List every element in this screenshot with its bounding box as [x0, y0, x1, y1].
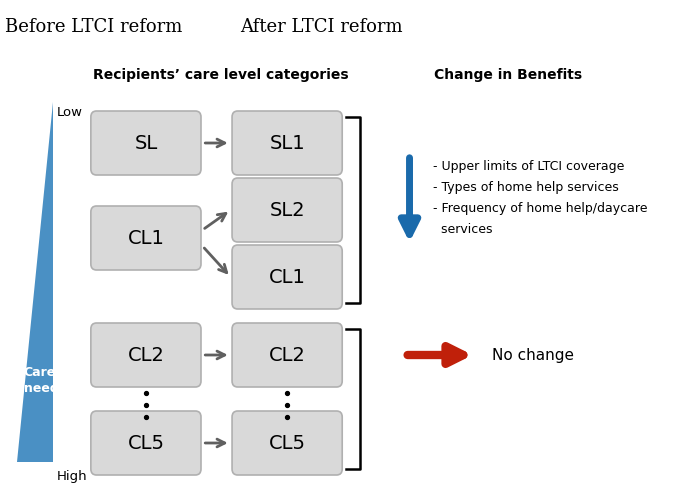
Text: No change: No change [493, 347, 574, 363]
Text: CL5: CL5 [269, 434, 306, 453]
Text: Change in Benefits: Change in Benefits [434, 68, 582, 82]
Text: High: High [56, 470, 87, 483]
FancyBboxPatch shape [232, 178, 342, 242]
Text: Before LTCI reform: Before LTCI reform [5, 18, 182, 36]
Text: CL1: CL1 [269, 267, 306, 287]
Text: SL2: SL2 [269, 201, 305, 219]
Text: Recipients’ care level categories: Recipients’ care level categories [93, 68, 349, 82]
Text: CL2: CL2 [269, 345, 306, 365]
Text: Low: Low [56, 106, 82, 119]
Text: Care
needs: Care needs [23, 366, 66, 395]
FancyBboxPatch shape [232, 411, 342, 475]
FancyBboxPatch shape [91, 111, 201, 175]
Polygon shape [17, 102, 53, 462]
Text: CL2: CL2 [127, 345, 164, 365]
FancyBboxPatch shape [91, 411, 201, 475]
FancyBboxPatch shape [91, 323, 201, 387]
Text: After LTCI reform: After LTCI reform [240, 18, 403, 36]
Text: - Types of home help services: - Types of home help services [433, 181, 619, 194]
Text: SL1: SL1 [269, 133, 305, 153]
Text: CL1: CL1 [127, 229, 164, 247]
FancyBboxPatch shape [232, 323, 342, 387]
FancyBboxPatch shape [91, 206, 201, 270]
Text: services: services [433, 223, 493, 236]
Text: SL: SL [134, 133, 158, 153]
Text: CL5: CL5 [127, 434, 164, 453]
FancyBboxPatch shape [232, 245, 342, 309]
Text: - Frequency of home help/daycare: - Frequency of home help/daycare [433, 202, 647, 215]
FancyBboxPatch shape [232, 111, 342, 175]
Text: - Upper limits of LTCI coverage: - Upper limits of LTCI coverage [433, 160, 625, 173]
